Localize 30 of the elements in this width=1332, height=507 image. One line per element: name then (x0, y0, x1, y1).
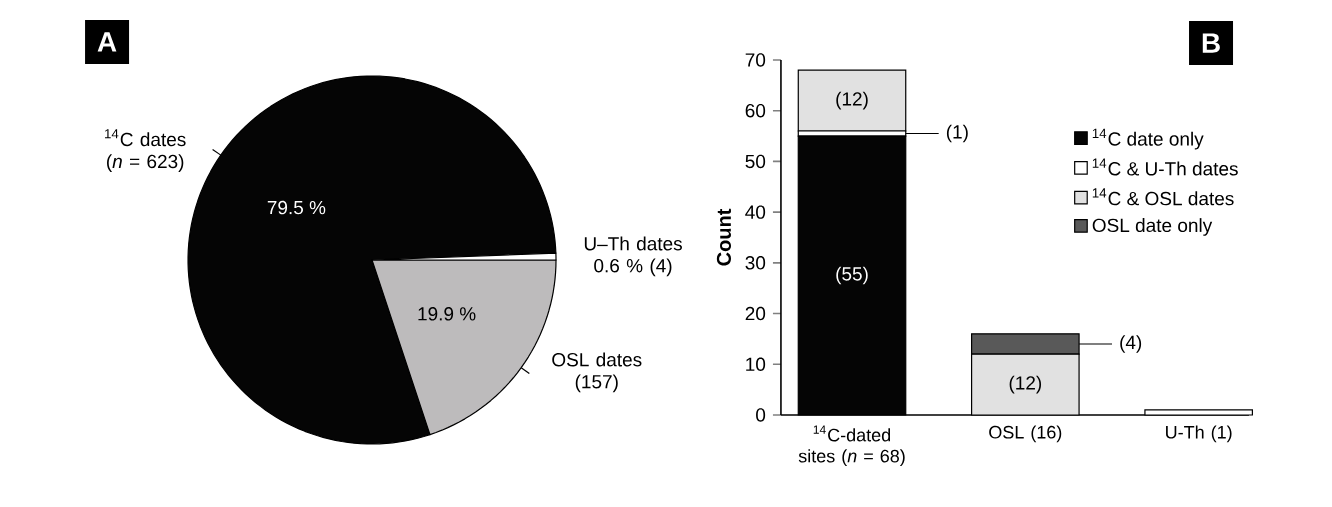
y-tick-label: 20 (745, 306, 766, 321)
y-tick-label: 50 (745, 154, 766, 169)
data-label: (12) (1009, 375, 1042, 394)
x-tick-label: OSL (16) (989, 425, 1062, 443)
y-tick-label: 10 (746, 357, 766, 371)
y-tick-label: 0 (756, 408, 766, 422)
data-label: 19.9 % (418, 307, 476, 321)
data-label: (12) (836, 91, 868, 110)
legend-label: $^{14}$C & U-Th dates (1092, 158, 1238, 176)
data-label: 0.6 % (4) (594, 258, 672, 277)
y-tick-label: 60 (745, 103, 766, 118)
data-label: (1) (946, 124, 968, 143)
y-tick-label: 30 (745, 256, 766, 270)
legend-label: $^{14}$C & OSL dates (1092, 188, 1234, 206)
x-tick-label: U-Th (1) (1166, 425, 1232, 443)
data-label: 79.5 % (267, 200, 326, 215)
y-tick-label: 40 (745, 205, 766, 219)
legend-label: OSL date only (1092, 218, 1213, 236)
chart-title: B (1202, 33, 1220, 53)
y-axis-title: Count (716, 208, 731, 266)
legend-label: $^{14}$C date only (1092, 128, 1204, 150)
slice-label: U–Th dates (584, 236, 682, 251)
x-tick-label: $^{14}$C-dated sites (n = 68) (798, 425, 905, 467)
bar (797, 69, 907, 132)
legend-label: OSL dates (157) (552, 352, 642, 393)
y-tick-label: 70 (745, 53, 766, 67)
chart-title: A (97, 32, 117, 52)
data-label: (55) (836, 266, 868, 285)
data-label: (4) (1120, 335, 1142, 353)
slice-label: $^{14}$C dates (n = 623) (105, 129, 186, 172)
